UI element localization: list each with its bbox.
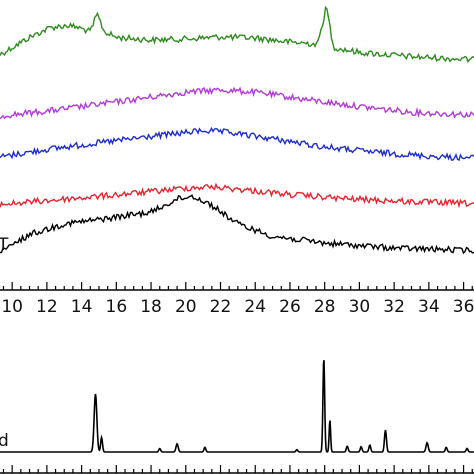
trace-3 <box>0 126 474 162</box>
x-tick-label: 32 <box>383 297 405 317</box>
x-tick-label: 10 <box>1 297 23 317</box>
x-tick-label: 16 <box>106 297 128 317</box>
reference-trace <box>0 360 474 453</box>
x-tick-label: 36 <box>453 297 474 317</box>
x-tick-label: 20 <box>175 297 197 317</box>
trace-label: d <box>0 431 9 451</box>
trace-4 <box>0 182 474 209</box>
x-tick-label: 14 <box>71 297 93 317</box>
x-tick-label: 28 <box>314 297 336 317</box>
trace-label: T <box>0 235 9 255</box>
trace-1 <box>0 5 474 64</box>
top-panel: T <box>0 5 474 255</box>
x-tick-label: 30 <box>349 297 371 317</box>
top-x-axis: 10 12 14 16 18 20 22 24 26 28 30 32 34 36 <box>0 282 474 317</box>
bottom-x-axis <box>0 465 474 474</box>
x-tick-label: 22 <box>210 297 232 317</box>
trace-2 <box>0 86 474 120</box>
x-tick-label: 26 <box>279 297 301 317</box>
bottom-panel: d <box>0 360 474 453</box>
x-tick-label: 34 <box>418 297 440 317</box>
x-tick-label: 12 <box>36 297 58 317</box>
x-tick-label: 24 <box>244 297 266 317</box>
x-tick-label: 18 <box>140 297 162 317</box>
trace-5 <box>0 194 474 255</box>
